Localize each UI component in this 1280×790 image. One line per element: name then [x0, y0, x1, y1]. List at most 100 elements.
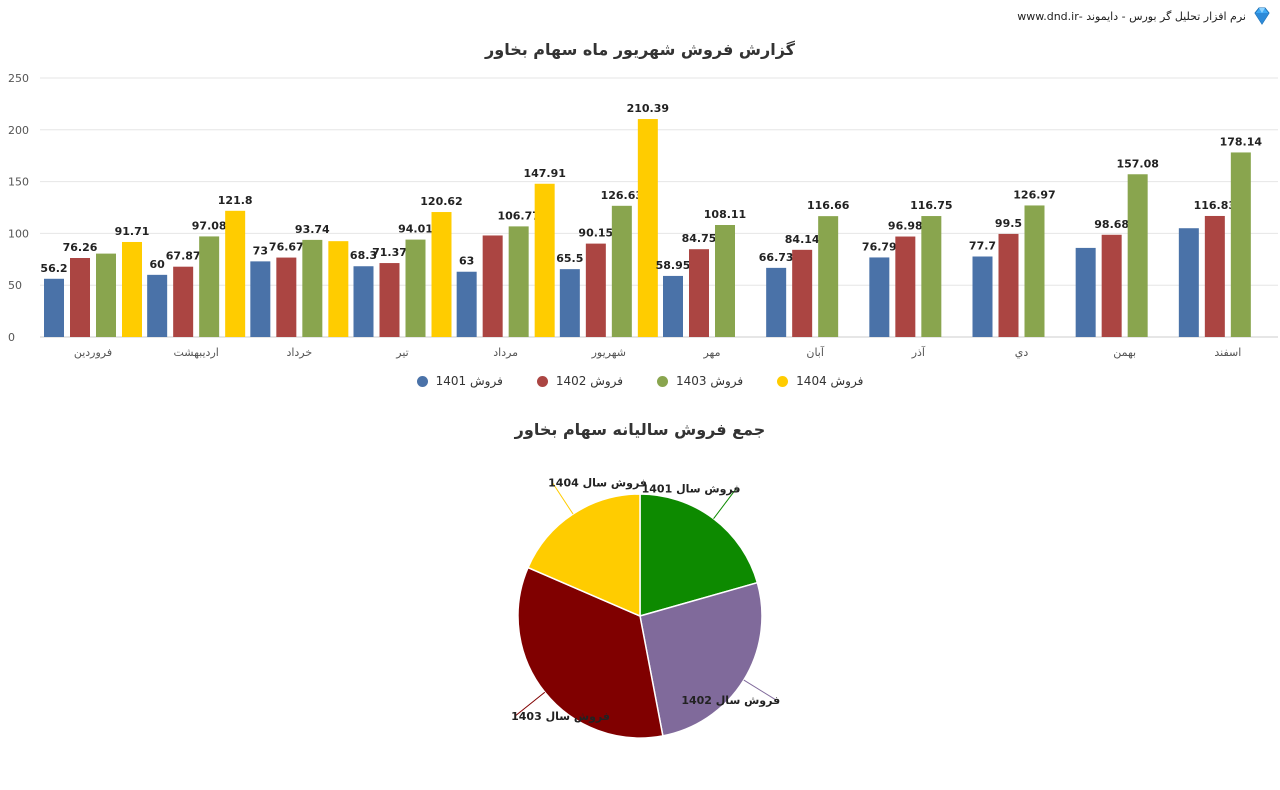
bar: [715, 224, 735, 337]
bar-data-label: 76.79: [862, 240, 897, 253]
legend-item[interactable]: فروش 1403: [657, 374, 743, 388]
legend-marker: [657, 375, 668, 387]
bar: [1024, 205, 1045, 337]
bar-data-label: 91.71: [115, 225, 150, 238]
x-tick-label: فروردین: [74, 346, 112, 359]
y-tick-label: 100: [8, 227, 29, 240]
bar: [302, 239, 323, 337]
bar-data-label: 94.01: [398, 223, 433, 236]
bar: [225, 210, 246, 337]
bar: [1204, 215, 1225, 337]
bar: [972, 256, 993, 337]
pie-leader-line: [551, 481, 574, 515]
legend-label: فروش 1402: [555, 374, 623, 388]
y-tick-label: 0: [8, 331, 15, 344]
bar: [353, 266, 374, 337]
bar-data-label: 97.08: [192, 219, 227, 232]
bar: [895, 236, 916, 337]
legend-marker: [777, 375, 789, 387]
bar-data-label: 66.73: [759, 251, 794, 264]
bar-data-label: 120.62: [420, 195, 462, 208]
bar-data-label: 178.14: [1220, 135, 1263, 148]
pie-leader-line: [713, 488, 737, 519]
pie-leader-line: [743, 679, 777, 701]
x-tick-label: شهریور: [591, 346, 626, 359]
bar-data-label: 77.7: [969, 240, 996, 253]
x-tick-label: آذر: [911, 345, 926, 359]
legend-item[interactable]: فروش 1402: [536, 374, 623, 388]
bar: [689, 249, 709, 337]
y-tick-label: 200: [8, 124, 29, 137]
bar: [998, 233, 1019, 337]
bar: [431, 212, 452, 337]
bar: [1178, 228, 1199, 337]
bar: [173, 266, 194, 337]
bar-data-label: 99.5: [995, 217, 1022, 230]
bar: [611, 205, 632, 337]
bar-data-label: 121.8: [218, 194, 253, 207]
legend-item[interactable]: فروش 1404: [777, 374, 863, 388]
bar-data-label: 63: [459, 255, 474, 268]
bar-data-label: 65.5: [556, 252, 583, 265]
bar-data-label: 56.2: [40, 262, 67, 275]
pie-slice-label: فروش سال 1404: [548, 476, 647, 489]
bar: [585, 243, 606, 337]
pie-chart-title: جمع فروش سالیانه سهام بخاور: [514, 420, 766, 439]
bar: [559, 269, 580, 337]
pie-slice: [639, 493, 759, 617]
bar: [663, 275, 683, 337]
bar: [96, 253, 116, 337]
bar-data-label: 96.98: [888, 220, 923, 233]
legend-item[interactable]: فروش 1401: [416, 374, 503, 388]
legend-label: فروش 1401: [435, 374, 503, 388]
bar-data-label: 71.37: [372, 246, 407, 259]
pie-slice: [517, 566, 664, 739]
bar-data-label: 76.67: [269, 241, 304, 254]
bar: [122, 241, 142, 337]
pie-slice: [527, 493, 641, 618]
x-tick-label: اسفند: [1214, 346, 1241, 359]
bar: [1230, 152, 1251, 337]
legend-marker: [416, 375, 428, 387]
legend-label: فروش 1403: [676, 374, 744, 388]
bar-chart: 0 50 100 150 200 250 56.2 76.26 91.71 فروردین 6067…: [8, 72, 1278, 359]
bar-chart-title: گزارش فروش شهریور ماه سهام بخاور: [485, 40, 795, 59]
bar: [70, 257, 90, 337]
bar-data-label: 68.3: [350, 249, 377, 262]
bar-data-label: 108.11: [704, 208, 746, 221]
pie-slice-label: فروش سال 1402: [681, 694, 780, 707]
x-tick-label: مهر: [702, 346, 720, 359]
bar: [766, 267, 787, 337]
pie-slice: [639, 581, 763, 737]
bar-data-label: 157.08: [1116, 157, 1158, 170]
x-tick-label: تیر: [395, 346, 408, 359]
bar: [379, 263, 400, 337]
bar-data-label: 126.97: [1013, 188, 1055, 201]
bar-data-label: 106.77: [497, 209, 539, 222]
y-tick-label: 250: [8, 72, 29, 85]
bar-data-label: 210.39: [627, 102, 669, 115]
bar: [637, 119, 658, 338]
bar-data-label: 147.91: [523, 167, 565, 180]
bar-data-label: 116.66: [807, 199, 850, 212]
bar-data-label: 126.63: [601, 189, 643, 202]
y-tick-label: 150: [8, 176, 29, 189]
x-tick-label: خرداد: [286, 346, 312, 359]
bar-data-label: 90.15: [578, 227, 613, 240]
legend-label: فروش 1404: [796, 374, 864, 388]
bar-data-label: 84.75: [682, 232, 717, 245]
legend-marker: [536, 375, 548, 387]
y-tick-label: 50: [8, 279, 22, 292]
bar-data-label: 60: [150, 258, 166, 271]
bar-data-label: 93.74: [295, 223, 330, 236]
bar-chart-legend: فروش 1401 فروش 1402 فروش 1403 فروش 1404: [0, 374, 1280, 388]
pie-leader-line: [514, 691, 546, 717]
bar-data-label: 76.26: [63, 241, 98, 254]
diamond-logo-icon: [1254, 7, 1270, 25]
bar: [921, 216, 942, 337]
pie-slice-label: فروش سال 1401: [642, 482, 741, 495]
bar: [818, 216, 839, 337]
bar: [405, 239, 426, 337]
app-header: نرم افزار تحلیل گر بورس - دایموند -www.d…: [1017, 6, 1272, 26]
bar: [456, 271, 477, 337]
